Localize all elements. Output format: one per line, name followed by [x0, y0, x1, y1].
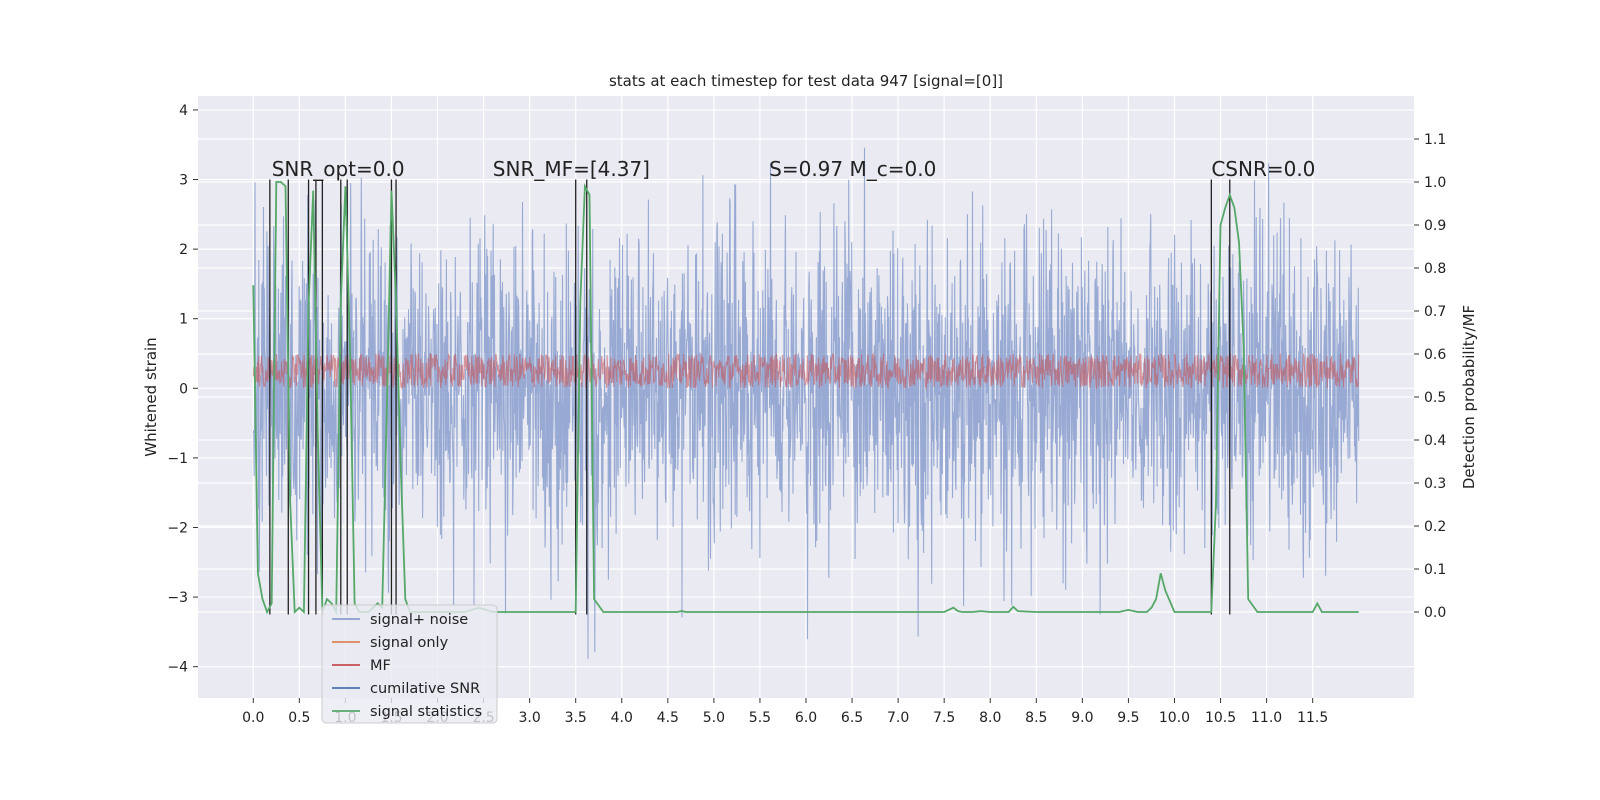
y-tick-label-right: 0.4 — [1424, 433, 1446, 449]
x-tick-label: 6.5 — [841, 710, 863, 726]
y-tick-label: 4 — [179, 103, 188, 119]
x-tick-label: 8.0 — [979, 710, 1001, 726]
y-axis-right: 0.0 0.1 0.2 0.3 0.4 0.5 0.6 0.7 0.8 0.9 1.0 1.1 — [1414, 132, 1446, 621]
legend-label: cumilative SNR — [370, 681, 480, 697]
annotations: SNR_opt=0.0 SNR_MF=[4.37] S=0.97 M_c=0.0 CS… — [272, 157, 1316, 181]
y-tick-label: 3 — [179, 173, 188, 189]
y-tick-label: 0 — [179, 381, 188, 397]
y-tick-label-right: 0.5 — [1424, 390, 1446, 406]
y-tick-label-right: 0.0 — [1424, 605, 1446, 621]
x-tick-label: 8.5 — [1025, 710, 1047, 726]
x-tick-label: 10.0 — [1159, 710, 1190, 726]
series-mf-line — [252, 351, 1360, 391]
x-tick-label: 11.5 — [1297, 710, 1328, 726]
y-tick-label-right: 0.1 — [1424, 562, 1446, 578]
y-tick-label-right: 0.6 — [1424, 347, 1446, 363]
y-tick-label-right: 1.1 — [1424, 132, 1446, 148]
y-tick-label: −3 — [167, 590, 188, 606]
legend-label: signal+ noise — [370, 612, 468, 628]
y-axis-left: −4 −3 −2 −1 0 1 2 3 4 — [167, 103, 198, 676]
x-tick-label: 7.0 — [887, 710, 909, 726]
y-tick-label: 2 — [179, 242, 188, 258]
y-axis-label: Whitened strain — [142, 337, 160, 456]
chart-title: stats at each timestep for test data 947… — [609, 72, 1003, 90]
y-tick-label: −1 — [167, 451, 188, 467]
y-tick-label-right: 0.8 — [1424, 261, 1446, 277]
x-tick-label: 11.0 — [1251, 710, 1282, 726]
x-tick-label: 4.0 — [611, 710, 633, 726]
annotation-text: SNR_opt=0.0 — [272, 157, 405, 181]
y-tick-label-right: 0.7 — [1424, 304, 1446, 320]
x-tick-label: 4.5 — [657, 710, 679, 726]
x-tick-label: 9.0 — [1071, 710, 1093, 726]
y-tick-label-right: 0.2 — [1424, 519, 1446, 535]
x-tick-label: 9.5 — [1117, 710, 1139, 726]
y-tick-label-right: 0.3 — [1424, 476, 1446, 492]
legend-label: signal only — [370, 635, 449, 651]
y-tick-label: 1 — [179, 312, 188, 328]
x-tick-label: 3.5 — [565, 710, 587, 726]
annotation-text: SNR_MF=[4.37] — [493, 157, 650, 181]
x-tick-label: 0.0 — [242, 710, 264, 726]
x-tick-label: 6.0 — [795, 710, 817, 726]
x-tick-label: 10.5 — [1205, 710, 1236, 726]
y-tick-label: −4 — [167, 660, 188, 676]
x-tick-label: 0.5 — [288, 710, 310, 726]
legend-label: MF — [370, 658, 391, 674]
x-tick-label: 5.5 — [749, 710, 771, 726]
series-signal-noise-line — [252, 147, 1360, 659]
y-tick-label-right: 1.0 — [1424, 175, 1446, 191]
legend: signal+ noise signal only MF cumilative SNR… — [321, 604, 498, 724]
x-tick-label: 3.0 — [519, 710, 541, 726]
x-tick-label: 7.5 — [933, 710, 955, 726]
annotation-text: S=0.97 M_c=0.0 — [769, 157, 936, 181]
x-tick-label: 5.0 — [703, 710, 725, 726]
annotation-text: CSNR=0.0 — [1211, 157, 1315, 181]
legend-box — [321, 604, 498, 724]
legend-label: signal statistics — [370, 704, 482, 720]
y-axis-label-right: Detection probability/MF — [1460, 305, 1478, 489]
y-tick-label: −2 — [167, 520, 188, 536]
y-tick-label-right: 0.9 — [1424, 218, 1446, 234]
